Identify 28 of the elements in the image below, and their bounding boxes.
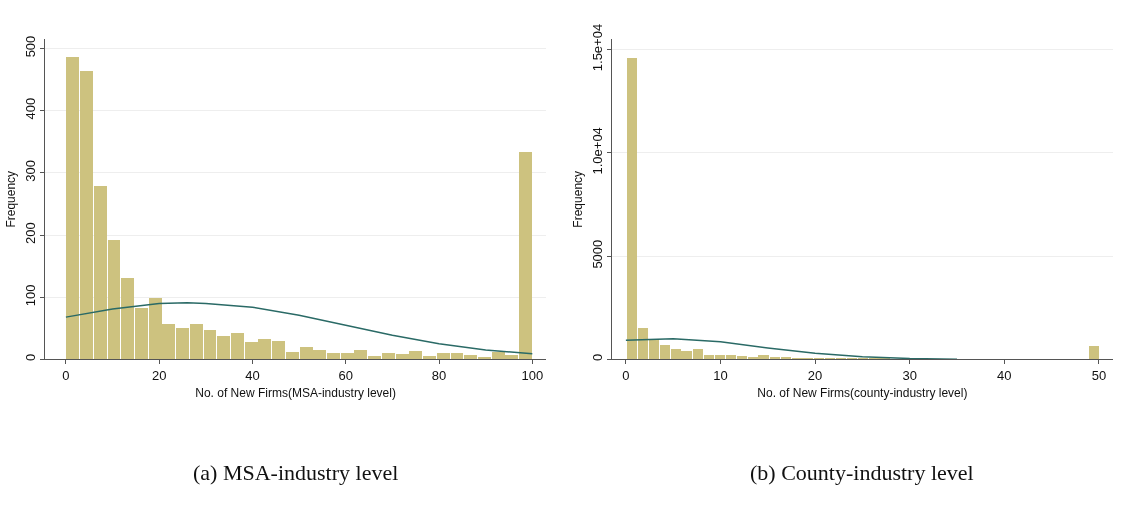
y-tick-label: 300 <box>22 160 38 182</box>
x-tick-label: 80 <box>431 368 447 384</box>
x-tick-label: 60 <box>338 368 353 384</box>
y-tick-label: 200 <box>22 222 38 244</box>
y-tick-label: 1.0e+04 <box>589 127 605 175</box>
y-tick-label: 5000 <box>589 239 605 269</box>
x-tick-label: 100 <box>521 368 544 384</box>
y-tick-label: 0 <box>22 353 38 362</box>
text: (b) County-industry level <box>750 460 974 485</box>
x-tick-label: 20 <box>151 368 167 384</box>
x-axis-title: No. of New Firms(county-industry level) <box>757 385 968 400</box>
y-tick-label: 0 <box>589 353 605 362</box>
x-tick-label: 0 <box>62 368 70 384</box>
x-tick-label: 10 <box>713 368 728 384</box>
x-tick-label: 20 <box>807 368 823 384</box>
y-axis-title: Frequency <box>4 170 18 228</box>
y-tick-label: 400 <box>22 97 38 120</box>
y-axis-title: Frequency <box>570 170 585 228</box>
x-tick-label: 40 <box>245 368 260 384</box>
x-tick-label: 30 <box>902 368 917 384</box>
x-tick-label: 40 <box>997 368 1012 384</box>
x-axis-title: No. of New Firms(MSA-industry level) <box>195 385 396 400</box>
x-tick-label: 0 <box>622 368 630 384</box>
x-tick-label: 50 <box>1091 368 1107 384</box>
y-tick-label: 500 <box>22 35 38 58</box>
text: (a) MSA-industry level <box>193 460 399 485</box>
y-tick-label: 100 <box>22 284 38 307</box>
y-tick-label: 1.5e+04 <box>589 23 605 72</box>
